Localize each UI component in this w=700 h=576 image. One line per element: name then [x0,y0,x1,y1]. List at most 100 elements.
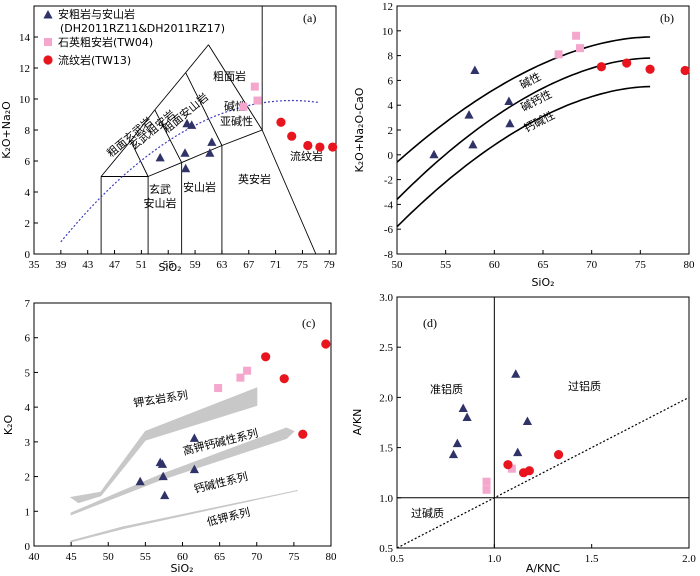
triangle-point [464,110,474,119]
y-tick-label: 6 [25,156,31,168]
y-tick-label: 1.5 [379,443,393,455]
panel-a-label: (a) [303,11,316,25]
square-point [554,50,563,59]
square-point [243,366,252,375]
triangle-point [180,148,190,157]
triangle-point [158,471,168,481]
y-tick-label: 2 [388,125,394,137]
circle-point [596,62,607,72]
circle-point [303,140,313,151]
panel-a-xlabel: SiO₂ [158,261,181,274]
diagonal-boundary-line [396,396,690,549]
y-tick-label: -2 [384,175,393,187]
region-label: 亚碱性 [220,114,253,128]
y-tick-label: -8 [384,249,394,261]
y-tick-label: -6 [384,224,394,236]
panel-b: 50 55 60 65 70 75 80 -8 -6 -4 -2 0 2 4 6 8 10 12 碱性碱钙性钙碱性… [353,1,695,289]
triangle-point [448,449,459,459]
triangle-point [513,447,523,457]
tas-boundary-line [130,109,156,142]
circle-point [680,65,690,76]
y-tick-label: 2 [25,218,31,230]
tas-boundary-line [221,129,263,146]
x-tick-label: 71 [270,259,281,271]
panel-a-tas-boundaries [60,6,320,255]
circle-point [328,142,338,152]
panel-d-xlabel: A/KNC [526,562,561,575]
panel-b-xlabel: SiO₂ [531,276,554,289]
legend-square-marker [44,38,52,46]
triangle-point [189,464,199,474]
triangle-point [458,403,468,412]
square-point [575,44,584,53]
x-tick-label: 2.0 [682,553,696,565]
x-tick-label: 1.0 [487,553,501,565]
panel-c-series-bands [69,387,298,543]
x-tick-label: 1.5 [585,553,599,565]
circle-point [315,142,325,152]
x-tick-label: 67 [243,259,255,271]
circle-point [645,64,655,74]
circle-point [276,117,286,127]
tas-boundary-line [130,140,149,177]
y-tick-label: 10 [19,94,31,106]
circle-point [287,131,297,141]
band-label: 钙碱性系列 [192,469,249,496]
panel-a-ticks: 35 39 43 47 51 55 59 63 67 71 75 79 0 2 4 6 8 10 12 14 [19,32,335,271]
legend-circle-marker [43,55,53,65]
panel-d-ticks: 0.5 1.0 1.5 2.0 0.5 1.0 1.5 2.0 2.5 3.0 [379,292,696,565]
panel-b-ticks: 50 55 60 65 70 75 80 -8 -6 -4 -2 0 2 4 6 8 10 12 [382,1,695,271]
legend-label: (DH2011RZ11&DH2011RZ17) [60,22,225,35]
x-tick-label: 51 [136,259,147,271]
y-tick-label: 14 [19,32,31,44]
panel-b-frame [396,5,690,255]
x-tick-label: 35 [29,259,41,271]
panel-b-curves [396,36,651,228]
x-tick-label: 70 [251,551,263,563]
circle-point [524,466,534,476]
legend-triangle-marker [43,10,53,19]
x-tick-label: 75 [288,551,300,563]
tas-boundary-line [100,140,131,177]
triangle-point [187,120,197,129]
square-point [250,82,259,91]
tas-boundary-line [261,129,317,255]
region-label-line: 玄武 [149,182,171,196]
region-label: 安山岩 [183,180,216,194]
x-tick-label: 39 [55,259,67,271]
triangle-point [462,412,472,421]
x-tick-label: 75 [635,259,647,271]
band-label: 钾玄岩系列 [132,388,189,410]
legend-label: 安粗岩与安山岩 [58,7,135,21]
x-tick-label: 55 [440,259,452,271]
region-label: 玄武安山岩 [144,182,177,210]
x-tick-label: 40 [29,551,41,563]
y-tick-label: 12 [19,63,30,75]
circle-point [279,374,289,384]
y-tick-label: 4 [25,187,31,199]
panel-d-label: (d) [423,316,437,330]
y-tick-label: 0.5 [379,543,393,555]
panel-c-label: (c) [302,316,315,330]
tas-boundary-line [185,72,223,146]
y-tick-label: 2.5 [379,342,393,354]
triangle-point [157,459,168,468]
y-tick-label: 4 [25,402,31,414]
panel-c-xlabel: SiO₂ [170,562,193,575]
y-tick-label: 6 [25,333,31,345]
region-label: 准铝质 [430,382,463,396]
x-tick-label: 55 [163,259,175,271]
y-tick-label: 2 [25,472,31,484]
triangle-point [468,139,478,149]
panel-d-frame [396,296,690,549]
region-label: 过碱质 [411,507,444,520]
tas-boundary-line [185,44,209,73]
panel-a-points [155,82,338,173]
x-tick-label: 50 [392,259,404,271]
y-tick-label: 5 [25,367,31,379]
x-tick-label: 59 [190,259,202,271]
